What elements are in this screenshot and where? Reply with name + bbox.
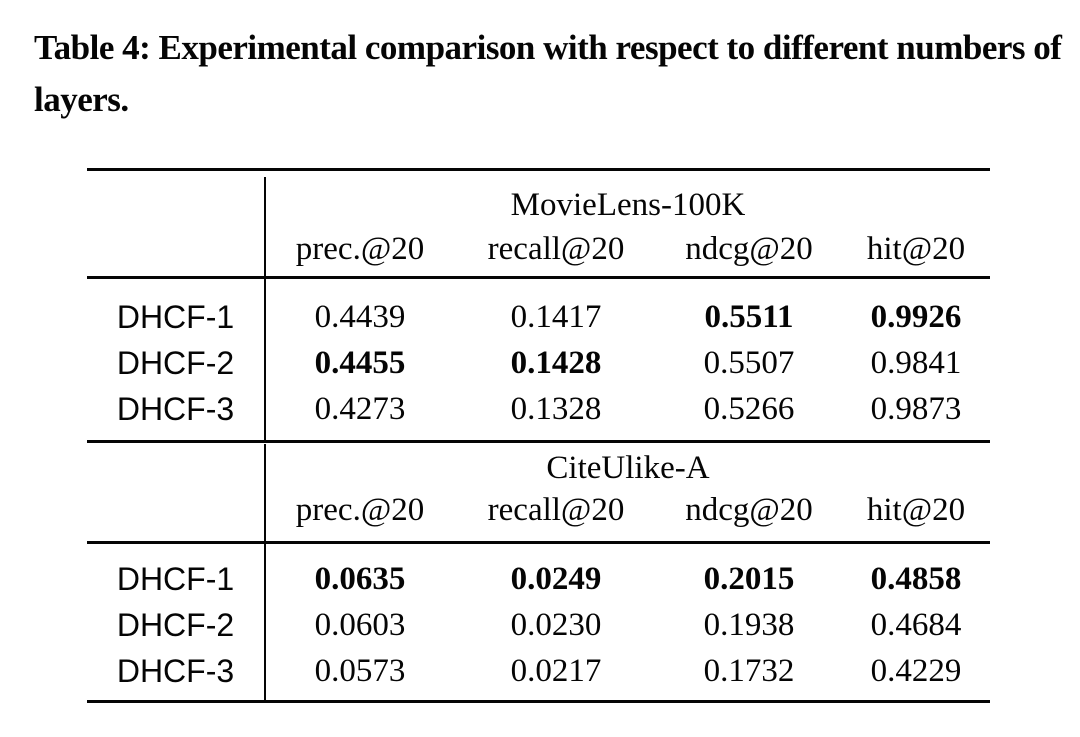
table-row: DHCF-3 0.4273 0.1328 0.5266 0.9873	[87, 390, 990, 428]
table-divider	[264, 444, 266, 541]
column-header: recall@20	[487, 492, 625, 528]
metric-value: 0.9873	[870, 391, 962, 427]
table-header-row: prec.@20 recall@20 ndcg@20 hit@20	[87, 491, 990, 529]
row-label: DHCF-1	[116, 561, 235, 597]
table-divider	[264, 177, 266, 276]
column-header: ndcg@20	[685, 492, 813, 528]
table-row: DHCF-2 0.0603 0.0230 0.1938 0.4684	[87, 606, 990, 644]
metric-value: 0.4684	[870, 607, 962, 643]
metric-value: 0.1938	[703, 607, 795, 643]
table-row: DHCF-3 0.0573 0.0217 0.1732 0.4229	[87, 652, 990, 690]
metric-value: 0.4455	[314, 345, 406, 381]
column-header: hit@20	[866, 231, 966, 267]
metric-value: 0.4273	[314, 391, 406, 427]
row-label: DHCF-3	[116, 653, 235, 689]
row-label: DHCF-1	[116, 299, 235, 335]
metric-value: 0.0249	[510, 561, 602, 597]
column-header: ndcg@20	[685, 231, 813, 267]
table-header-row: prec.@20 recall@20 ndcg@20 hit@20	[87, 230, 990, 268]
dataset-name: MovieLens-100K	[510, 187, 746, 223]
table-caption: Table 4: Experimental comparison with re…	[34, 28, 1062, 119]
metric-value: 0.1328	[510, 391, 602, 427]
table-row: DHCF-1 0.0635 0.0249 0.2015 0.4858	[87, 560, 990, 598]
metric-value: 0.0217	[510, 653, 602, 689]
metric-value: 0.9926	[870, 299, 962, 335]
row-label: DHCF-3	[116, 391, 235, 427]
table-bottom-rule	[87, 700, 990, 703]
table-mid-rule	[87, 541, 990, 544]
metric-value: 0.4229	[870, 653, 962, 689]
column-header: hit@20	[866, 492, 966, 528]
layers-comparison-table: MovieLens-100K prec.@20 recall@20 ndcg@2…	[87, 168, 990, 705]
metric-value: 0.4439	[314, 299, 406, 335]
metric-value: 0.0573	[314, 653, 406, 689]
metric-value: 0.1417	[510, 299, 602, 335]
column-header: recall@20	[487, 231, 625, 267]
table-top-rule	[87, 168, 990, 171]
metric-value: 0.1428	[510, 345, 602, 381]
table-mid-rule	[87, 276, 990, 279]
metric-value: 0.5507	[703, 345, 795, 381]
column-header: prec.@20	[295, 492, 425, 528]
column-header: prec.@20	[295, 231, 425, 267]
metric-value: 0.2015	[703, 561, 795, 597]
dataset-name: CiteUlike-A	[546, 450, 710, 486]
table-row: DHCF-2 0.4455 0.1428 0.5507 0.9841	[87, 344, 990, 382]
metric-value: 0.0603	[314, 607, 406, 643]
metric-value: 0.1732	[703, 653, 795, 689]
metric-value: 0.5511	[704, 299, 794, 335]
metric-value: 0.4858	[870, 561, 962, 597]
metric-value: 0.0635	[314, 561, 406, 597]
row-label: DHCF-2	[116, 345, 235, 381]
metric-value: 0.5266	[703, 391, 795, 427]
table-divider	[264, 279, 266, 440]
table-row: DHCF-1 0.4439 0.1417 0.5511 0.9926	[87, 298, 990, 336]
row-label: DHCF-2	[116, 607, 235, 643]
table-mid-rule	[87, 440, 990, 443]
metric-value: 0.0230	[510, 607, 602, 643]
table-divider	[264, 544, 266, 700]
metric-value: 0.9841	[870, 345, 962, 381]
